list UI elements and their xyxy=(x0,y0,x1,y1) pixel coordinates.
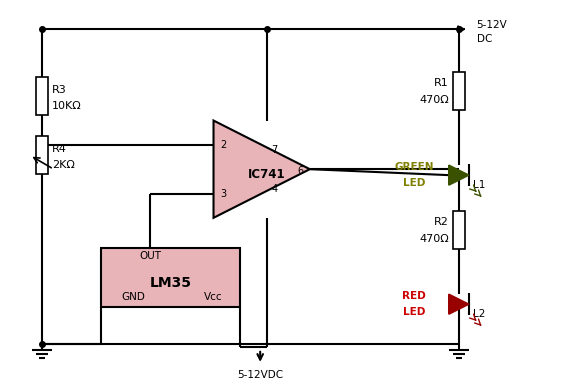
Text: DC: DC xyxy=(476,34,492,44)
Text: 5-12V: 5-12V xyxy=(476,20,507,30)
Text: GND: GND xyxy=(121,292,145,302)
Text: 470Ω: 470Ω xyxy=(419,234,449,244)
Bar xyxy=(36,137,47,174)
Text: LED: LED xyxy=(403,307,425,317)
Text: OUT: OUT xyxy=(139,251,161,261)
Text: RED: RED xyxy=(402,291,426,301)
Polygon shape xyxy=(213,121,310,218)
Text: Vcc: Vcc xyxy=(204,292,223,302)
Text: L1: L1 xyxy=(472,180,485,190)
Text: 3: 3 xyxy=(220,189,227,199)
Text: 6: 6 xyxy=(298,166,304,176)
Text: IC741: IC741 xyxy=(248,168,285,181)
Text: 10KΩ: 10KΩ xyxy=(51,100,81,111)
Text: 4: 4 xyxy=(272,184,278,194)
Text: 2KΩ: 2KΩ xyxy=(51,160,74,170)
Text: 2: 2 xyxy=(220,140,227,150)
Text: R4: R4 xyxy=(51,144,66,154)
Text: 470Ω: 470Ω xyxy=(419,95,449,105)
Bar xyxy=(453,72,464,109)
Text: R3: R3 xyxy=(51,85,66,95)
Text: LED: LED xyxy=(403,178,425,188)
Text: L2: L2 xyxy=(472,309,485,319)
Text: 7: 7 xyxy=(272,145,278,155)
Text: GREEN: GREEN xyxy=(394,162,434,172)
Text: LM35: LM35 xyxy=(150,276,192,290)
Bar xyxy=(101,248,240,307)
Text: R1: R1 xyxy=(434,78,449,88)
Bar xyxy=(36,77,47,114)
Text: R2: R2 xyxy=(434,217,449,227)
Text: 5-12VDC: 5-12VDC xyxy=(237,370,283,380)
Polygon shape xyxy=(449,294,468,314)
Polygon shape xyxy=(449,165,468,185)
Bar xyxy=(453,211,464,249)
